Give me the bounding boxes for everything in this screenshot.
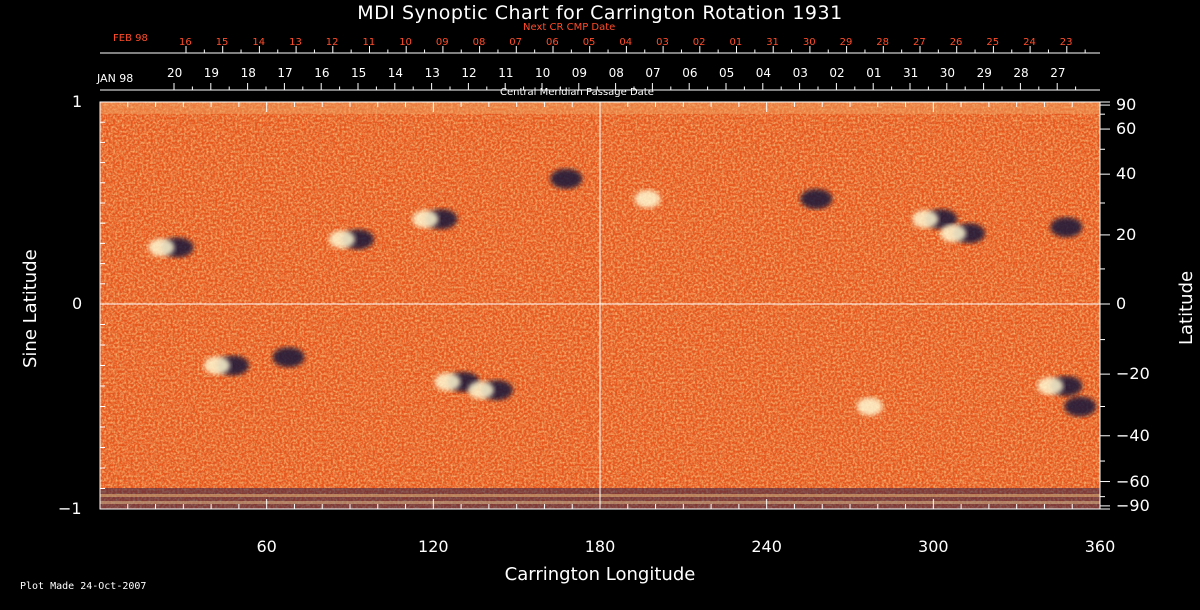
cmp-date: 07 [645,66,661,80]
cmp-date: 20 [167,66,183,80]
x-tick-label: 240 [751,537,782,556]
cmp-date: 01 [866,66,882,80]
y-right-tick-label: −40 [1116,425,1150,445]
cmp-date: 06 [682,66,698,80]
cmp-label: Central Meridian Passage Date [500,87,654,98]
y-right-tick-label: 60 [1116,119,1137,139]
active-region [912,209,958,230]
y-axis-title-right: Latitude [1176,270,1197,345]
active-region [467,380,513,401]
y-right-tick-label: 90 [1116,95,1137,114]
active-region [634,189,661,208]
next-cr-date: 09 [435,37,449,48]
top-date-ticks [100,46,1100,91]
next-cr-date: 14 [252,37,266,48]
y-right-tick-label: −60 [1116,471,1150,491]
y-axis-title-left: Sine Latitude [20,249,41,368]
y-right-tick-label: 20 [1116,224,1137,244]
cmp-date: 10 [535,66,551,80]
next-cr-date: 31 [766,37,779,48]
plot-made-note: Plot Made 24-Oct-2007 [20,581,147,592]
cmp-date: 27 [1050,66,1066,80]
next-cr-date: 11 [362,37,376,48]
next-cr-date: 10 [399,37,412,48]
cmp-date: 14 [387,66,404,80]
cmp-date: 05 [719,66,735,80]
next-cr-date: 23 [1059,37,1073,48]
cmp-date: 11 [498,66,514,80]
next-cr-date: 13 [289,37,302,48]
active-regions [148,168,1097,417]
cmp-date: 08 [608,66,624,80]
cmp-date: 19 [203,66,220,80]
x-tick-label: 60 [256,537,277,556]
cmp-date: 29 [976,66,992,80]
y-left-tick-label: 0 [72,294,83,313]
y-right-tick-label: 40 [1116,164,1137,184]
next-cr-date: 30 [802,37,816,48]
next-cr-date: 04 [619,37,633,48]
active-region [940,223,986,244]
x-tick-label: 360 [1084,537,1116,556]
cmp-date: 30 [939,66,956,80]
next-cr-date: 26 [949,37,963,48]
y-right-tick-label: −20 [1116,364,1150,384]
x-tick-label: 180 [584,537,616,556]
active-region [329,229,374,250]
axis-ticks [100,101,1110,510]
next-cr-date: 07 [509,37,523,48]
cmp-date: 02 [829,66,845,80]
chart-title: MDI Synoptic Chart for Carrington Rotati… [357,2,843,24]
next-cr-date: 28 [876,37,890,48]
cmp-date: 31 [903,66,919,80]
x-axis-title: Carrington Longitude [504,564,696,585]
active-region [148,237,194,258]
cmp-date: 15 [351,66,367,80]
next-cr-label: Next CR CMP Date [523,22,616,33]
next-cr-date: 16 [179,37,192,48]
y-right-tick-label: −90 [1116,496,1150,515]
active-region [272,347,305,368]
next-cr-date: 05 [582,37,596,48]
cmp-date: 13 [424,66,440,80]
next-cr-date: 03 [656,37,669,48]
active-region [1050,217,1083,238]
cmp-date: 28 [1013,66,1029,80]
next-cr-month: FEB 98 [113,33,148,44]
cmp-date: 18 [240,66,256,80]
next-cr-date: 29 [839,37,853,48]
cmp-date: 04 [755,66,772,80]
next-cr-date: 24 [1023,37,1036,48]
y-left-tick-label: −1 [58,499,82,518]
next-cr-date: 01 [729,37,743,48]
next-cr-date: 12 [325,37,339,48]
cmp-date: 03 [792,66,808,80]
active-region [856,397,883,416]
next-cr-date: 15 [215,37,229,48]
cmp-date: 17 [277,66,293,80]
next-cr-date: 06 [546,37,559,48]
y-left-tick-label: 1 [72,92,83,111]
active-region [1037,376,1083,396]
next-cr-date: 27 [913,37,926,48]
next-cr-date: 25 [986,37,1000,48]
cmp-date: 09 [571,66,588,80]
x-tick-label: 300 [918,537,949,556]
active-region [412,209,458,230]
active-region [550,168,583,189]
cmp-date: 16 [314,66,330,80]
y-right-tick-label: 0 [1116,294,1127,313]
x-tick-label: 120 [418,537,449,556]
next-cr-date: 08 [472,37,486,48]
next-cr-date: 02 [692,37,706,48]
active-region [800,188,833,209]
active-region [1064,396,1097,417]
active-region [204,355,249,376]
cmp-date: 12 [461,66,477,80]
current-month: JAN 98 [97,72,134,85]
